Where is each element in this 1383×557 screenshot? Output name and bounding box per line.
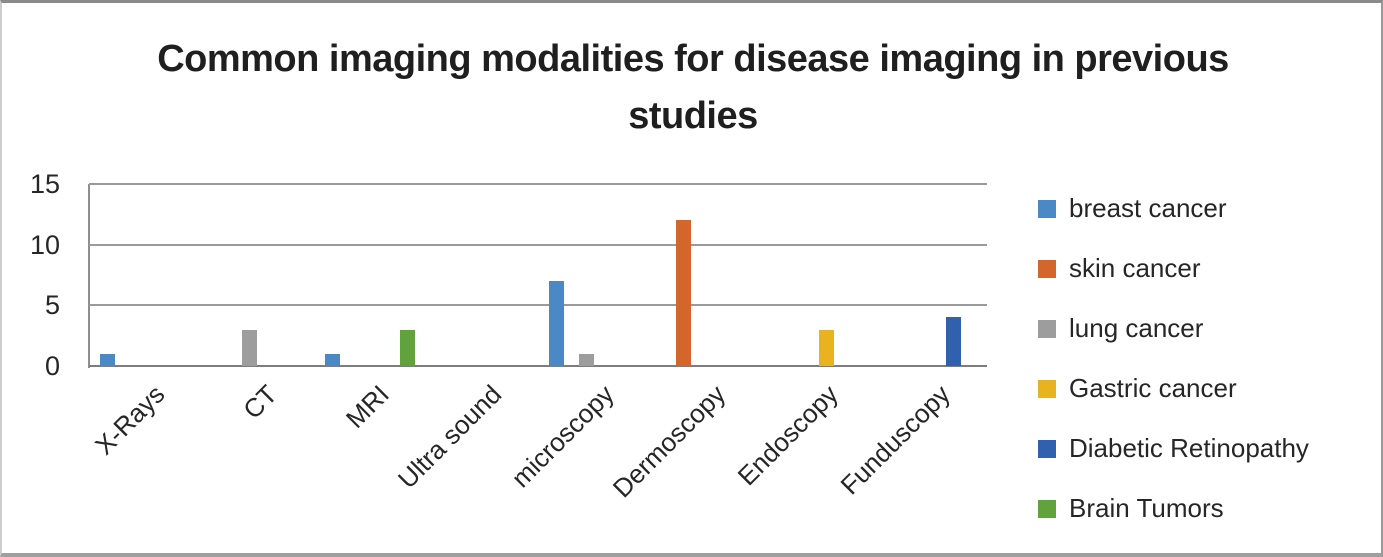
- legend-item-lung-cancer: lung cancer: [1038, 313, 1309, 344]
- legend-swatch-icon: [1038, 379, 1056, 398]
- x-axis-line: [89, 365, 987, 367]
- legend-item-skin-cancer: skin cancer: [1038, 253, 1309, 284]
- legend-label: skin cancer: [1069, 253, 1201, 283]
- gridline-10: [89, 243, 987, 246]
- x-tick-label: X-Rays: [88, 379, 171, 461]
- legend-swatch-icon: [1038, 499, 1056, 518]
- x-tick-label: Funduscopy: [834, 379, 957, 501]
- legend-label: Gastric cancer: [1069, 373, 1237, 403]
- legend-item-gastric-cancer: Gastric cancer: [1038, 373, 1309, 404]
- x-tick-label: MRI: [339, 379, 395, 434]
- chart-title: Common imaging modalities for disease im…: [157, 38, 1229, 137]
- gridline-15: [89, 183, 987, 185]
- y-tick-label: 15: [29, 169, 60, 199]
- gridline-5: [89, 304, 987, 307]
- legend-item-breast-cancer: breast cancer: [1038, 193, 1309, 224]
- x-tick-label: Dermoscopy: [607, 379, 732, 504]
- legend-swatch-icon: [1038, 319, 1056, 338]
- bar-breast-cancer-x-rays: [100, 353, 116, 366]
- bar-brain-tumors-mri: [399, 329, 415, 366]
- bar-diabetic-retinopathy-funduscopy: [945, 317, 961, 366]
- legend-item-diabetic-retinopathy: Diabetic Retinopathy: [1038, 433, 1309, 464]
- legend-item-brain-tumors: Brain Tumors: [1038, 493, 1309, 524]
- x-tick-label: Endoscopy: [731, 379, 844, 492]
- legend-swatch-icon: [1038, 259, 1056, 278]
- y-tick-label: 5: [44, 290, 60, 321]
- legend-label: Diabetic Retinopathy: [1069, 433, 1309, 463]
- bar-lung-cancer-ct: [242, 329, 258, 366]
- y-tick-label: 10: [29, 229, 60, 260]
- legend-swatch-icon: [1038, 439, 1056, 458]
- legend-label: lung cancer: [1069, 313, 1204, 343]
- x-tick-label: Ultra sound: [391, 379, 508, 495]
- bar-breast-cancer-microscopy: [549, 281, 565, 366]
- bar-lung-cancer-microscopy: [579, 353, 595, 366]
- y-tick-label: 0: [44, 351, 60, 381]
- x-tick-label: microscopy: [505, 379, 620, 494]
- bar-gastric-cancer-endoscopy: [818, 329, 834, 366]
- legend-label: breast cancer: [1069, 193, 1227, 223]
- legend-label: Brain Tumors: [1069, 493, 1224, 523]
- x-tick-label: CT: [236, 379, 283, 425]
- bar-breast-cancer-mri: [324, 353, 340, 366]
- bar-skin-cancer-dermoscopy: [676, 220, 692, 366]
- legend-swatch-icon: [1038, 199, 1056, 218]
- legend: breast cancer skin cancer lung cancer Gastr…: [1038, 193, 1309, 553]
- y-axis-line: [88, 184, 90, 368]
